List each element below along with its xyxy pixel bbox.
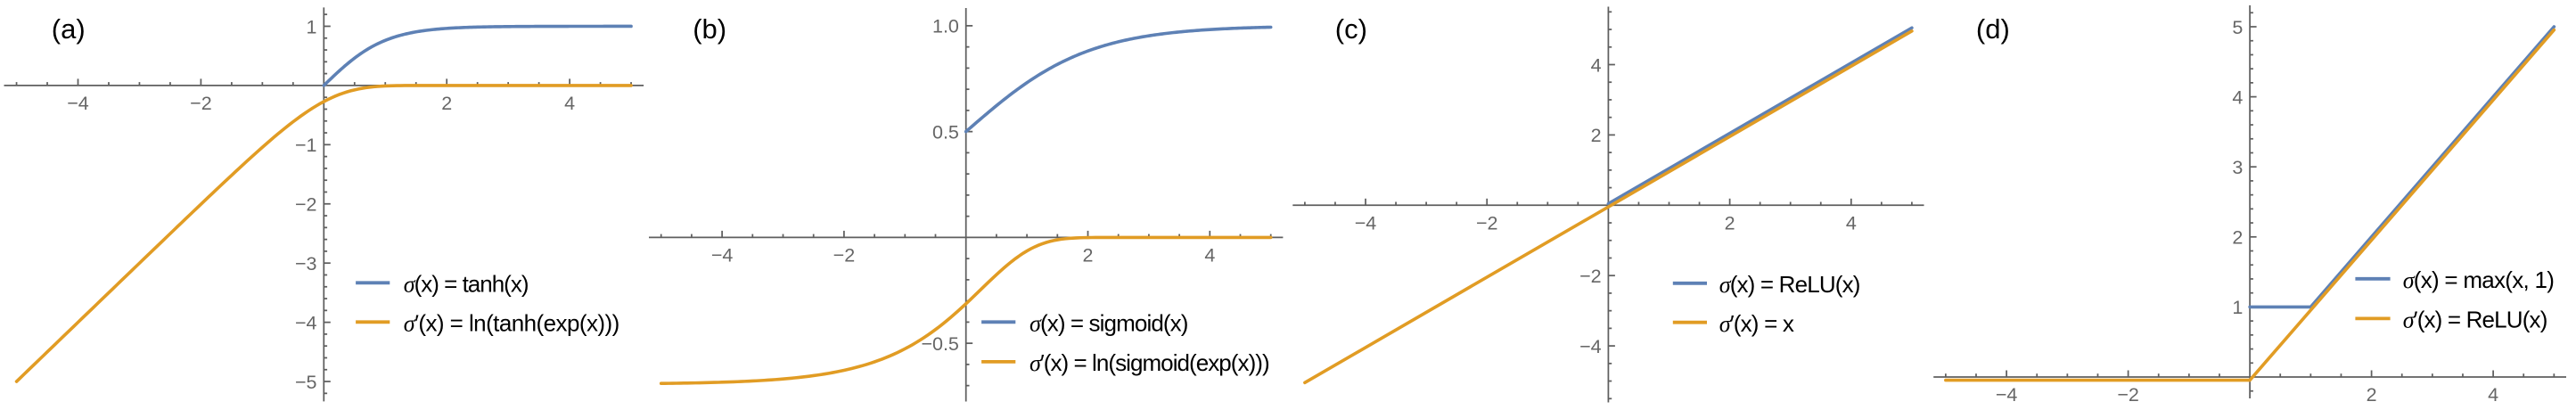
svg-text:2: 2 <box>2232 227 2243 249</box>
svg-text:−4: −4 <box>1579 336 1602 357</box>
svg-text:σ′(x) = ln(tanh(exp(x))): σ′(x) = ln(tanh(exp(x))) <box>404 310 619 337</box>
svg-text:−4: −4 <box>1355 212 1377 234</box>
svg-text:−1: −1 <box>295 135 317 156</box>
svg-text:−2: −2 <box>833 244 856 266</box>
svg-text:−2: −2 <box>295 194 317 216</box>
svg-text:4: 4 <box>1591 54 1602 76</box>
svg-text:(a): (a) <box>52 13 86 45</box>
svg-text:4: 4 <box>2232 86 2243 108</box>
svg-text:−4: −4 <box>1996 384 2018 406</box>
svg-text:0.5: 0.5 <box>932 121 959 143</box>
svg-text:σ(x) = ReLU(x): σ(x) = ReLU(x) <box>1719 271 1860 298</box>
svg-text:−2: −2 <box>2117 384 2139 406</box>
svg-text:−2: −2 <box>1579 266 1602 287</box>
svg-text:4: 4 <box>2488 384 2498 406</box>
svg-text:(c): (c) <box>1335 13 1367 45</box>
svg-text:2: 2 <box>1083 244 1094 266</box>
svg-text:σ′(x) = x: σ′(x) = x <box>1719 310 1794 337</box>
svg-text:−4: −4 <box>67 93 89 114</box>
svg-text:σ(x) = tanh(x): σ(x) = tanh(x) <box>404 271 529 298</box>
svg-text:−5: −5 <box>295 372 317 393</box>
svg-text:4: 4 <box>1204 244 1215 266</box>
svg-text:5: 5 <box>2232 17 2243 38</box>
svg-text:−3: −3 <box>295 253 317 275</box>
svg-text:σ′(x) = ReLU(x): σ′(x) = ReLU(x) <box>2403 307 2547 333</box>
svg-text:1: 1 <box>2232 297 2243 318</box>
svg-text:(d): (d) <box>1976 13 2010 45</box>
svg-text:2: 2 <box>1725 212 1735 234</box>
svg-text:−4: −4 <box>711 244 734 266</box>
svg-text:3: 3 <box>2232 157 2243 178</box>
svg-text:σ(x) = sigmoid(x): σ(x) = sigmoid(x) <box>1030 310 1188 337</box>
svg-text:(b): (b) <box>693 13 726 45</box>
svg-text:2: 2 <box>1591 125 1602 146</box>
svg-text:4: 4 <box>564 93 575 114</box>
svg-text:σ(x) = max(x, 1): σ(x) = max(x, 1) <box>2403 266 2555 293</box>
svg-text:1.0: 1.0 <box>932 16 959 37</box>
svg-text:−2: −2 <box>1476 212 1498 234</box>
svg-text:2: 2 <box>2367 384 2377 406</box>
svg-text:−4: −4 <box>295 312 317 333</box>
svg-text:4: 4 <box>1846 212 1857 234</box>
svg-text:−2: −2 <box>190 93 212 114</box>
svg-text:1: 1 <box>307 16 317 37</box>
svg-text:σ′(x) = ln(sigmoid(exp(x))): σ′(x) = ln(sigmoid(exp(x))) <box>1030 349 1269 376</box>
svg-text:2: 2 <box>441 93 452 114</box>
